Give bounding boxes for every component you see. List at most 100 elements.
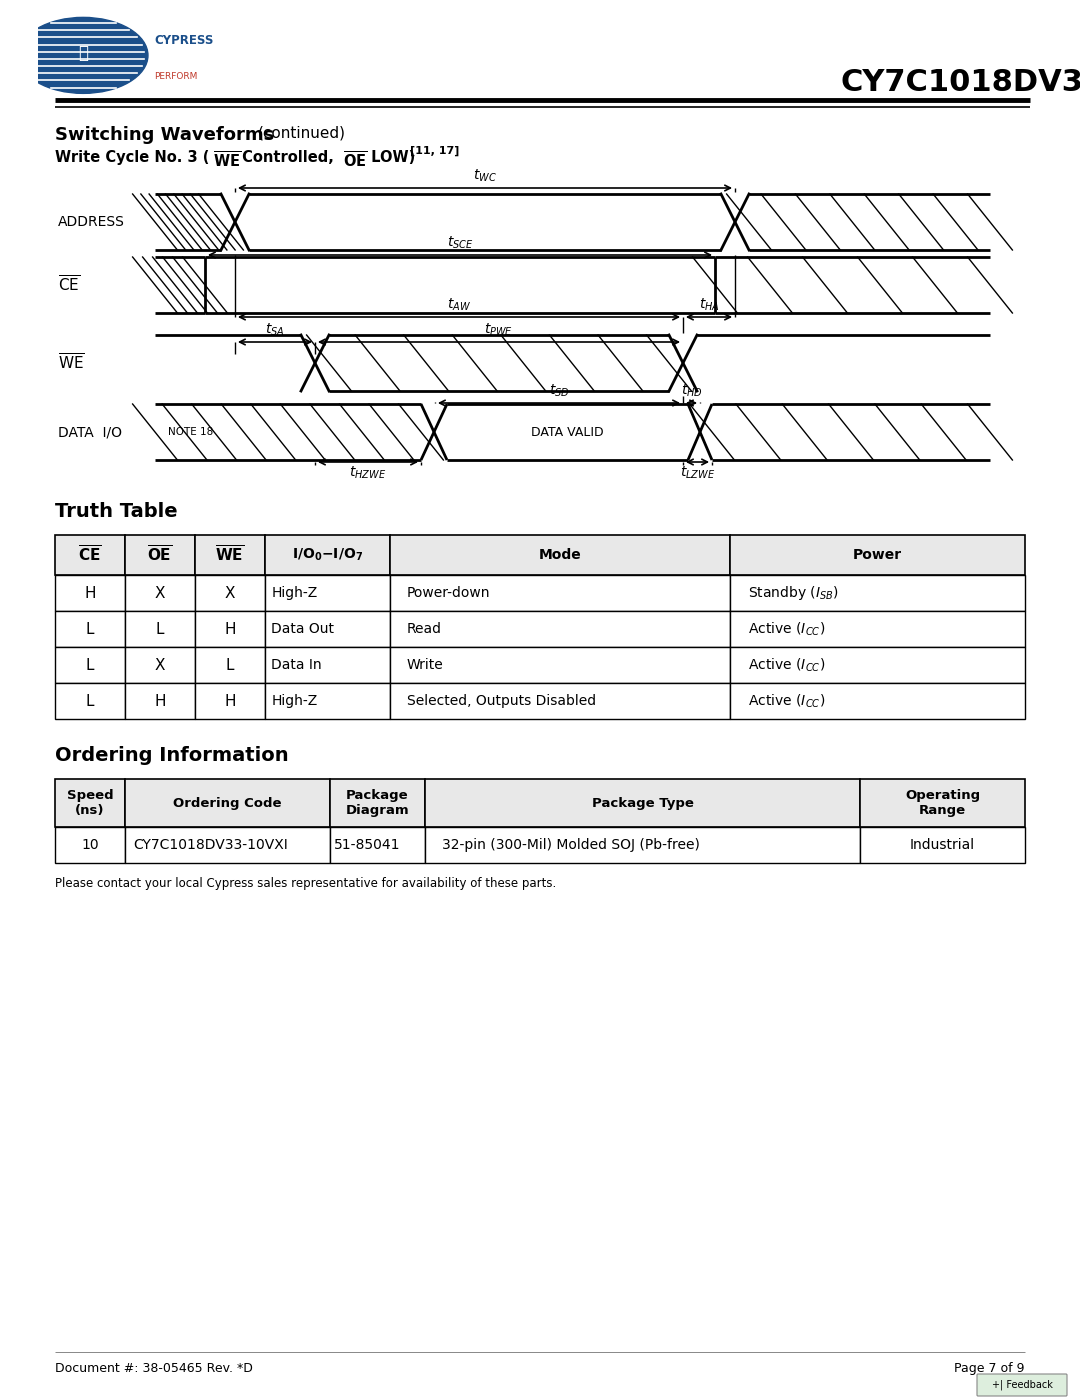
Bar: [125, 780, 330, 827]
Text: Speed
(ns): Speed (ns): [67, 789, 113, 817]
Text: Read: Read: [407, 622, 442, 636]
Text: L: L: [156, 622, 164, 637]
Text: Truth Table: Truth Table: [55, 502, 177, 521]
Text: L: L: [85, 622, 94, 637]
Text: $\overline{\mathbf{OE}}$: $\overline{\mathbf{OE}}$: [343, 149, 367, 170]
Text: Switching Waveforms: Switching Waveforms: [55, 126, 274, 144]
Text: Active ($I_{CC}$): Active ($I_{CC}$): [747, 693, 825, 710]
Text: Power: Power: [853, 548, 902, 562]
Text: NOTE 18: NOTE 18: [168, 427, 213, 437]
Text: Data In: Data In: [271, 658, 322, 672]
Bar: [426, 827, 860, 863]
Bar: [195, 576, 265, 610]
Text: L: L: [85, 658, 94, 672]
Text: $\overline{\mathrm{WE}}$: $\overline{\mathrm{WE}}$: [58, 353, 84, 373]
Text: L: L: [226, 658, 234, 672]
Text: $t_{SD}$: $t_{SD}$: [549, 383, 569, 400]
Text: PERFORM: PERFORM: [154, 71, 198, 81]
Bar: [55, 610, 125, 647]
Bar: [125, 535, 195, 576]
Text: H: H: [84, 585, 96, 601]
Bar: [730, 647, 1025, 683]
Text: Active ($I_{CC}$): Active ($I_{CC}$): [747, 620, 825, 637]
Bar: [730, 610, 1025, 647]
Bar: [390, 610, 730, 647]
Bar: [195, 535, 265, 576]
Text: X: X: [154, 585, 165, 601]
Text: 32-pin (300-Mil) Molded SOJ (Pb-free): 32-pin (300-Mil) Molded SOJ (Pb-free): [443, 838, 700, 852]
Text: $t_{HA}$: $t_{HA}$: [699, 296, 719, 313]
Bar: [860, 780, 1025, 827]
Text: (continued): (continued): [258, 126, 346, 141]
Text: $t_{PWE}$: $t_{PWE}$: [485, 321, 513, 338]
Text: L: L: [85, 693, 94, 708]
Text: [11, 17]: [11, 17]: [410, 147, 459, 156]
Text: Active ($I_{CC}$): Active ($I_{CC}$): [747, 657, 825, 673]
Text: ADDRESS: ADDRESS: [58, 215, 125, 229]
Text: $t_{HD}$: $t_{HD}$: [680, 383, 702, 400]
Text: High-Z: High-Z: [271, 694, 318, 708]
Text: Ordering Information: Ordering Information: [55, 746, 288, 766]
Text: Please contact your local Cypress sales representative for availability of these: Please contact your local Cypress sales …: [55, 877, 556, 890]
Bar: [390, 576, 730, 610]
Text: Document #: 38-05465 Rev. *D: Document #: 38-05465 Rev. *D: [55, 1362, 253, 1375]
Bar: [265, 683, 390, 719]
Bar: [390, 535, 730, 576]
Text: Package Type: Package Type: [592, 796, 693, 809]
Text: $\overline{\mathbf{WE}}$: $\overline{\mathbf{WE}}$: [213, 149, 241, 170]
Text: X: X: [225, 585, 235, 601]
Text: $t_{AW}$: $t_{AW}$: [447, 296, 471, 313]
Text: Mode: Mode: [539, 548, 581, 562]
Text: Operating
Range: Operating Range: [905, 789, 980, 817]
Bar: [860, 827, 1025, 863]
Bar: [730, 576, 1025, 610]
Bar: [390, 647, 730, 683]
Text: Selected, Outputs Disabled: Selected, Outputs Disabled: [407, 694, 596, 708]
Bar: [195, 610, 265, 647]
Text: Industrial: Industrial: [910, 838, 975, 852]
Bar: [390, 683, 730, 719]
Bar: [125, 647, 195, 683]
Bar: [195, 683, 265, 719]
Text: H: H: [154, 693, 165, 708]
Bar: [265, 535, 390, 576]
Text: 🌲: 🌲: [78, 43, 89, 61]
Text: $\overline{\mathbf{WE}}$: $\overline{\mathbf{WE}}$: [215, 545, 244, 564]
Text: $t_{HZWE}$: $t_{HZWE}$: [350, 465, 387, 482]
Text: $t_{WC}$: $t_{WC}$: [473, 168, 497, 184]
Text: +| Feedback: +| Feedback: [991, 1380, 1052, 1390]
Bar: [125, 610, 195, 647]
Text: CY7C1018DV33-10VXI: CY7C1018DV33-10VXI: [133, 838, 288, 852]
Bar: [55, 535, 125, 576]
Bar: [55, 576, 125, 610]
Bar: [55, 827, 125, 863]
Bar: [125, 827, 330, 863]
Text: Standby ($I_{SB}$): Standby ($I_{SB}$): [747, 584, 838, 602]
Text: $\overline{\mathbf{OE}}$: $\overline{\mathbf{OE}}$: [147, 545, 173, 564]
Bar: [125, 576, 195, 610]
Text: $\overline{\mathbf{CE}}$: $\overline{\mathbf{CE}}$: [78, 545, 102, 564]
Text: DATA  I/O: DATA I/O: [58, 425, 122, 439]
Bar: [426, 780, 860, 827]
Bar: [55, 647, 125, 683]
Text: CYPRESS: CYPRESS: [154, 34, 214, 46]
Text: Data Out: Data Out: [271, 622, 334, 636]
Bar: [330, 827, 426, 863]
Text: Controlled,: Controlled,: [237, 149, 339, 165]
Circle shape: [18, 17, 148, 94]
Text: X: X: [154, 658, 165, 672]
Text: Ordering Code: Ordering Code: [173, 796, 282, 809]
Text: Write Cycle No. 3 (: Write Cycle No. 3 (: [55, 149, 210, 165]
Text: Power-down: Power-down: [407, 585, 490, 599]
Bar: [195, 647, 265, 683]
FancyBboxPatch shape: [977, 1375, 1067, 1396]
Text: $\overline{\mathrm{CE}}$: $\overline{\mathrm{CE}}$: [58, 275, 80, 295]
Text: Page 7 of 9: Page 7 of 9: [955, 1362, 1025, 1375]
Text: $t_{LZWE}$: $t_{LZWE}$: [680, 465, 715, 482]
Text: $\mathbf{I/O_0}$$\mathbf{-I/O_7}$: $\mathbf{I/O_0}$$\mathbf{-I/O_7}$: [292, 546, 363, 563]
Bar: [265, 610, 390, 647]
Text: H: H: [225, 693, 235, 708]
Bar: [730, 535, 1025, 576]
Text: CY7C1018DV33: CY7C1018DV33: [840, 68, 1080, 96]
Text: $t_{SCE}$: $t_{SCE}$: [447, 235, 473, 251]
